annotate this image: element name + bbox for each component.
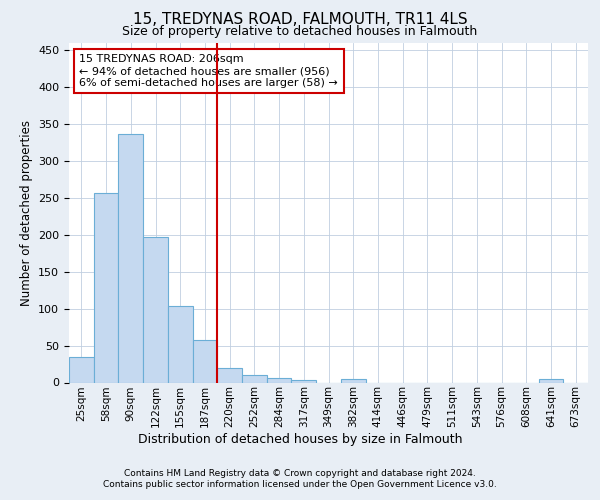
Text: Distribution of detached houses by size in Falmouth: Distribution of detached houses by size … — [138, 432, 462, 446]
Bar — [94, 194, 118, 382]
Bar — [242, 375, 267, 382]
Bar — [217, 368, 242, 382]
Text: 15 TREDYNAS ROAD: 206sqm
← 94% of detached houses are smaller (956)
6% of semi-d: 15 TREDYNAS ROAD: 206sqm ← 94% of detach… — [79, 54, 338, 88]
Text: Contains HM Land Registry data © Crown copyright and database right 2024.: Contains HM Land Registry data © Crown c… — [124, 469, 476, 478]
Bar — [69, 356, 94, 382]
Text: 15, TREDYNAS ROAD, FALMOUTH, TR11 4LS: 15, TREDYNAS ROAD, FALMOUTH, TR11 4LS — [133, 12, 467, 28]
Bar — [168, 306, 193, 382]
Text: Contains public sector information licensed under the Open Government Licence v3: Contains public sector information licen… — [103, 480, 497, 489]
Text: Size of property relative to detached houses in Falmouth: Size of property relative to detached ho… — [122, 25, 478, 38]
Bar — [193, 340, 217, 382]
Bar — [341, 379, 365, 382]
Bar — [292, 380, 316, 382]
Bar — [267, 378, 292, 382]
Bar — [118, 134, 143, 382]
Y-axis label: Number of detached properties: Number of detached properties — [20, 120, 32, 306]
Bar — [539, 379, 563, 382]
Bar — [143, 237, 168, 382]
